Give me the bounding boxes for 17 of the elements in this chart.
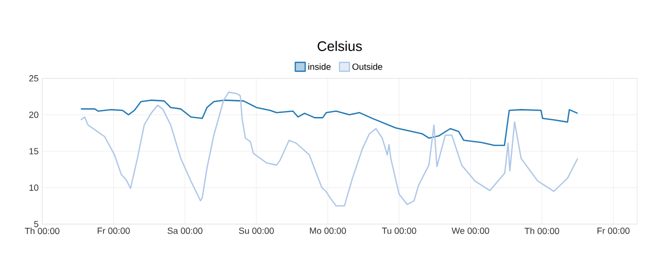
- chart-title: Celsius: [318, 41, 362, 52]
- y-tick-label: 25: [29, 75, 38, 82]
- legend-label: Outside: [352, 63, 382, 70]
- x-tick-label: Fr 00:00: [98, 228, 130, 234]
- x-tick-label: Tu 00:00: [382, 228, 416, 234]
- y-tick-label: 5: [34, 221, 38, 228]
- legend-label: inside: [308, 63, 331, 70]
- y-tick-label: 20: [29, 112, 38, 118]
- x-tick-label: Sa 00:00: [168, 228, 202, 234]
- x-tick-label: Mo 00:00: [310, 228, 346, 234]
- x-tick-label: Th 00:00: [24, 228, 60, 234]
- x-tick-label: We 00:00: [452, 228, 490, 234]
- x-tick-label: Th 00:00: [524, 228, 560, 234]
- x-tick-label: Su 00:00: [238, 228, 274, 234]
- y-tick-label: 10: [29, 184, 38, 191]
- x-tick-label: Fr 00:00: [598, 228, 630, 234]
- y-tick-label: 15: [29, 148, 38, 154]
